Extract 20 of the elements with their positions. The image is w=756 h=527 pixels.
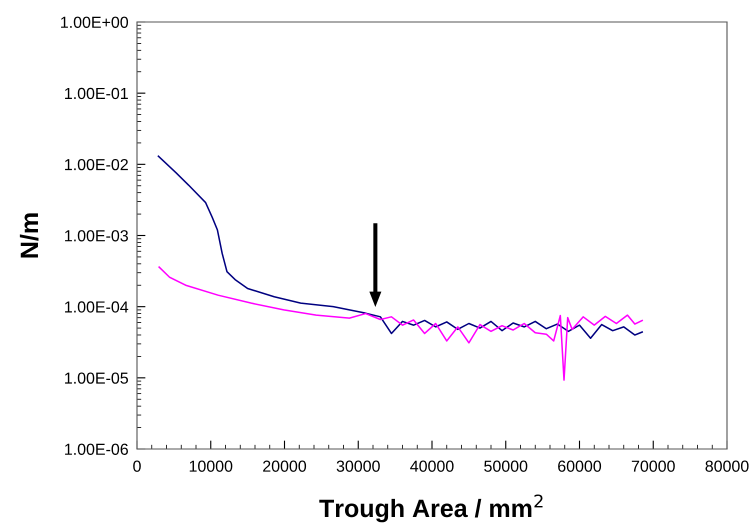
- x-tick-label: 0: [133, 460, 141, 472]
- y-tick-label: 1.00E-03: [65, 230, 128, 242]
- x-tick-label: 60000: [558, 460, 602, 472]
- y-tick-label: 1.00E-04: [65, 301, 128, 313]
- y-tick-label: 1.00E-05: [65, 372, 128, 384]
- x-tick-label: 40000: [410, 460, 454, 472]
- y-tick-label: 1.00E-01: [65, 88, 128, 100]
- x-tick-label: 70000: [632, 460, 675, 472]
- y-tick-label: 1.00E-06: [65, 444, 128, 455]
- y-tick-label: 1.00E-02: [65, 158, 128, 170]
- line-series: [158, 155, 643, 340]
- line-series: [158, 266, 643, 381]
- x-tick-label: 50000: [484, 460, 528, 472]
- x-tick-label: 20000: [263, 460, 306, 472]
- x-tick-label: 10000: [190, 460, 232, 472]
- y-axis-title: N/m: [20, 213, 38, 258]
- x-tick-label: 30000: [336, 460, 380, 472]
- y-tick-label: 1.00E+00: [61, 16, 128, 28]
- x-axis-title: Trough Area / mm$^{2}$: [319, 494, 543, 522]
- x-tick-label: 80000: [705, 460, 749, 472]
